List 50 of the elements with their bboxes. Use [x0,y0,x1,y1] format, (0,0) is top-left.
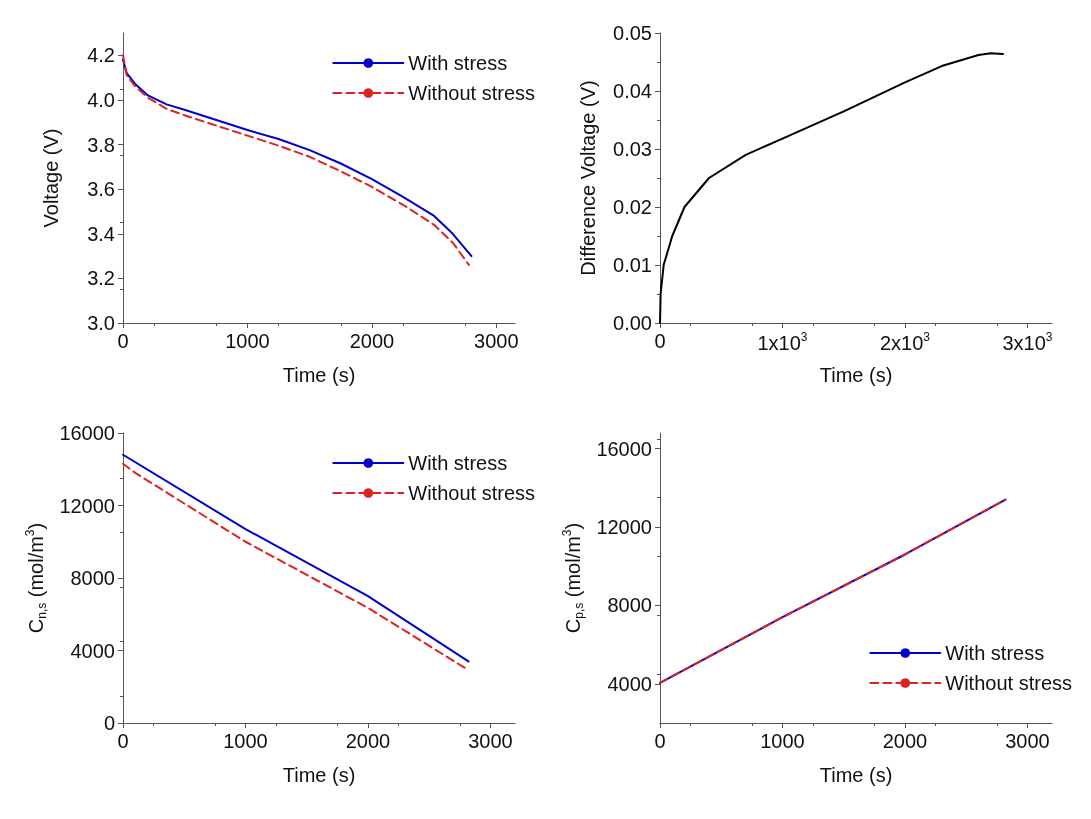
x-tick-label: 1000 [760,730,805,752]
x-tick-label: 0 [654,730,666,752]
x-tick-label: 0 [117,730,129,752]
x-axis-title: Time (s) [282,764,356,786]
y-tick-label: 3.6 [87,178,115,201]
y-tick-label: 4000 [607,672,652,695]
x-axis-title: Time (s) [282,364,356,386]
y-tick-label: 4.2 [87,44,115,67]
y-tick-label: 12000 [596,516,652,539]
y-tick-label: 0 [103,712,115,734]
x-tick-label: 0 [654,330,666,352]
y-tick-label: 3.8 [87,133,115,156]
y-axis-title: Voltage (V) [40,128,62,228]
line-series [659,52,1004,324]
x-tick-label: 2000 [349,330,395,352]
y-tick-label: 12000 [59,494,115,517]
y-axis-title: Difference Voltage (V) [577,80,599,276]
y-tick-label: 0.00 [613,312,652,334]
y-tick-label: 16000 [59,422,115,444]
legend-label: With stress [945,642,1045,664]
y-tick-label: 3.2 [87,267,115,290]
x-tick-label: 0 [117,330,129,352]
y-tick-label: 4000 [70,639,115,662]
legend-label: With stress [408,452,508,474]
x-tick-label: 1000 [223,730,268,752]
y-tick-label: 3.4 [87,222,115,245]
legend-label: Without stress [945,672,1072,694]
x-tick-label: 2000 [345,730,391,752]
y-tick-label: 16000 [596,437,652,460]
x-axis-title: Time (s) [819,764,893,786]
y-tick-label: 0.02 [613,196,652,218]
y-tick-label: 8000 [607,594,652,617]
legend-label: Without stress [408,82,535,104]
y-tick-label: 0.05 [613,22,652,44]
x-tick-label: 2000 [882,730,928,752]
y-tick-label: 0.04 [613,80,652,102]
legend-label: With stress [408,52,508,74]
y-tick-label: 8000 [70,567,115,589]
y-axis-title: Cn,s (mol/m3) [23,522,50,634]
y-tick-label: 0.01 [613,254,652,276]
y-tick-label: 4.0 [87,88,115,111]
x-tick-label: 3000 [468,730,513,752]
y-axis-title: Cp,s (mol/m3) [560,522,587,634]
y-tick-label: 0.03 [613,138,652,160]
y-tick-label: 3.0 [87,312,115,334]
x-tick-label: 3000 [1005,730,1050,752]
x-axis-title: Time (s) [819,364,893,386]
x-tick-label: 1000 [225,330,270,352]
legend-label: Without stress [408,482,535,504]
x-tick-label: 3000 [474,330,519,352]
